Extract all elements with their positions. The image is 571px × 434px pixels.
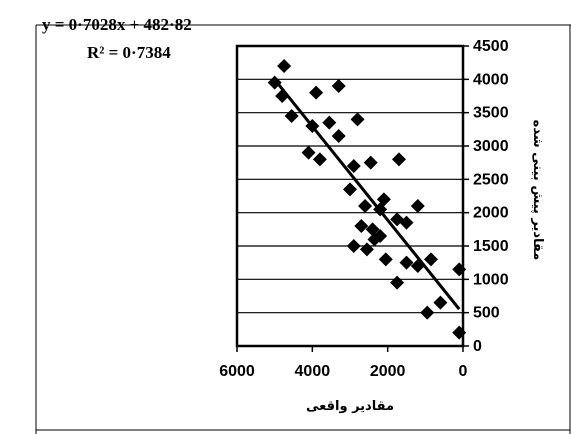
data-point bbox=[391, 152, 406, 167]
data-point bbox=[312, 152, 327, 167]
data-point bbox=[367, 232, 382, 247]
data-point bbox=[390, 275, 405, 290]
data-point bbox=[399, 255, 414, 270]
plot-area bbox=[235, 44, 467, 348]
data-point bbox=[346, 239, 361, 253]
data-point bbox=[410, 199, 425, 213]
x-tick-label: 2000 bbox=[370, 363, 406, 380]
y-tick-label: 2000 bbox=[473, 205, 509, 222]
data-point bbox=[331, 129, 346, 143]
data-point bbox=[354, 219, 369, 233]
x-tick-label: 4000 bbox=[295, 363, 331, 380]
data-point bbox=[365, 222, 380, 237]
data-point bbox=[378, 252, 393, 267]
data-point bbox=[305, 119, 320, 133]
x-tick-label: 6000 bbox=[219, 363, 255, 380]
data-point bbox=[267, 75, 282, 90]
x-axis-ticks: 6000 4000 2000 0 bbox=[219, 346, 468, 380]
data-point bbox=[322, 115, 337, 130]
y-axis-ticks: 0 500 1000 1500 2000 2500 3000 3500 4000 4500 bbox=[463, 38, 509, 355]
y-axis-title: مقادير پيش بينى شده bbox=[530, 120, 545, 261]
data-point bbox=[420, 305, 435, 320]
data-point bbox=[410, 259, 425, 273]
y-tick-label: 2500 bbox=[473, 171, 509, 188]
data-point bbox=[358, 199, 373, 213]
trendline bbox=[273, 78, 461, 311]
y-tick-label: 500 bbox=[473, 305, 500, 322]
data-point bbox=[275, 89, 290, 103]
y-tick-label: 4000 bbox=[473, 71, 509, 88]
trendline-equation: y = 0·7028x + 482·82 bbox=[42, 15, 192, 34]
data-point bbox=[373, 202, 388, 217]
y-tick-label: 4500 bbox=[473, 38, 509, 55]
y-tick-label: 3000 bbox=[473, 138, 509, 155]
data-point bbox=[399, 215, 414, 230]
data-point bbox=[452, 325, 467, 340]
data-point bbox=[277, 59, 292, 73]
data-point bbox=[350, 112, 365, 127]
data-point bbox=[331, 79, 346, 93]
y-tick-label: 3500 bbox=[473, 105, 509, 122]
data-point bbox=[343, 182, 357, 197]
data-point bbox=[423, 252, 438, 267]
y-tick-label: 1500 bbox=[473, 238, 509, 255]
trendline-group bbox=[273, 78, 461, 311]
y-tick-label: 0 bbox=[473, 338, 482, 355]
data-points bbox=[267, 59, 467, 340]
data-point bbox=[309, 85, 324, 100]
data-point bbox=[363, 155, 378, 170]
plot-area-border bbox=[235, 44, 465, 348]
data-point bbox=[359, 242, 374, 257]
data-point bbox=[433, 295, 448, 310]
data-point bbox=[346, 159, 361, 173]
data-point bbox=[452, 262, 467, 277]
data-point bbox=[301, 145, 316, 160]
r-squared-label: R² = 0·7384 bbox=[87, 43, 171, 62]
x-tick-label: 0 bbox=[459, 363, 468, 380]
y-tick-label: 1000 bbox=[473, 271, 509, 288]
x-axis-title: مقادير واقعى bbox=[306, 399, 394, 414]
data-point bbox=[284, 109, 299, 123]
